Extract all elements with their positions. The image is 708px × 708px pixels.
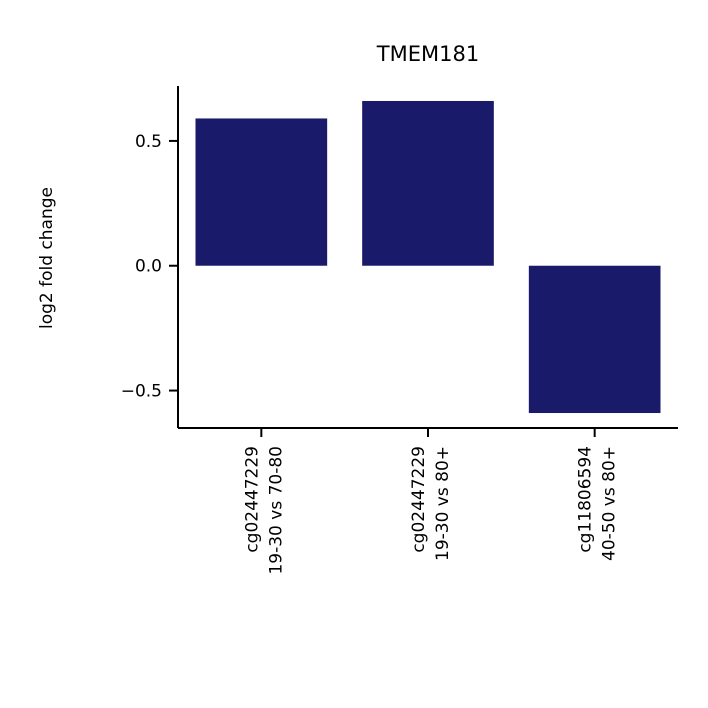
x-axis-ticks: cg02447229 19-30 vs 70-80 cg02447229 19-30 … bbox=[242, 428, 620, 575]
x-tick-label-line: cg02447229 bbox=[242, 446, 262, 553]
y-tick-label: −0.5 bbox=[121, 382, 162, 402]
x-tick-label: cg02447229 19-30 vs 70-80 bbox=[242, 446, 286, 575]
chart-title: TMEM181 bbox=[376, 42, 479, 66]
x-tick-label: cg02447229 19-30 vs 80+ bbox=[409, 446, 453, 561]
x-tick-label-line: 19-30 vs 70-80 bbox=[266, 446, 286, 575]
y-tick-label: 0.5 bbox=[135, 132, 162, 152]
x-tick-label: cg11806594 40-50 vs 80+ bbox=[576, 446, 620, 561]
x-tick-label-line: 19-30 vs 80+ bbox=[433, 446, 453, 561]
y-axis-label: log2 fold change bbox=[37, 187, 57, 329]
y-tick-label: 0.0 bbox=[135, 257, 162, 277]
x-tick-label-line: cg11806594 bbox=[576, 446, 596, 553]
bar-1 bbox=[362, 100, 494, 266]
bar-0 bbox=[195, 118, 328, 266]
x-tick-label-line: 40-50 vs 80+ bbox=[600, 446, 620, 561]
y-axis-ticks: 0.5 0.0 −0.5 bbox=[121, 132, 178, 402]
bar-2 bbox=[528, 265, 661, 414]
bars-group bbox=[195, 100, 661, 414]
x-tick-label-line: cg02447229 bbox=[409, 446, 429, 553]
